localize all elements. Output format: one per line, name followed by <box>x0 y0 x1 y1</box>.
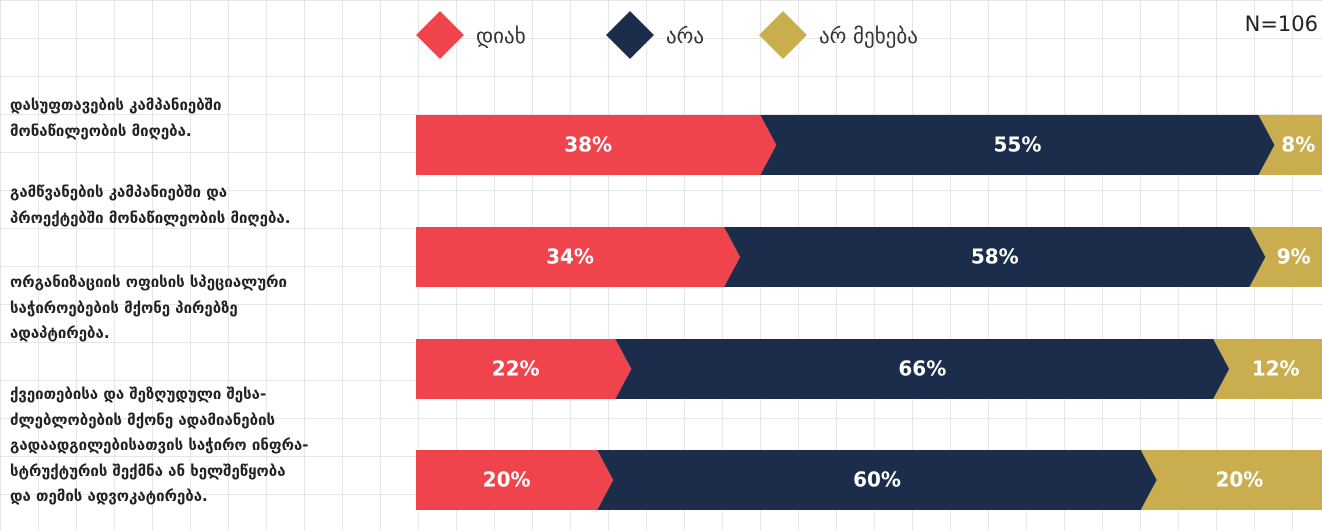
data-label: 55% <box>993 133 1041 157</box>
data-label: 66% <box>898 357 946 381</box>
bar-segment <box>597 450 1157 510</box>
bar-segment <box>724 227 1266 287</box>
bar-segment <box>760 115 1275 175</box>
category-label: ქვეითებისა და შეზღუდული შესა- ძლებლობები… <box>10 385 309 505</box>
bar-segment <box>416 227 741 287</box>
data-label: 8% <box>1281 133 1315 157</box>
bar-segment <box>1213 339 1322 399</box>
category-label: დასუფთავების კამპანიებში მონაწილეობის მი… <box>10 96 222 140</box>
legend-swatch <box>606 11 654 59</box>
bar-segment <box>1258 115 1322 175</box>
data-label: 34% <box>546 245 594 269</box>
bar-segment <box>1140 450 1322 510</box>
data-label: 20% <box>1215 468 1263 492</box>
legend-swatch <box>759 11 807 59</box>
category-label: გამწვანების კამპანიებში და პროექტებში მო… <box>10 183 291 227</box>
bar-segment <box>1249 227 1322 287</box>
data-label: 20% <box>483 468 531 492</box>
bar-segment <box>416 115 777 175</box>
data-label: 9% <box>1277 245 1311 269</box>
legend-label: დიახ <box>476 24 526 48</box>
legend-label: არ მეხება <box>819 24 918 48</box>
data-label: 12% <box>1252 357 1300 381</box>
bar-segment <box>416 450 614 510</box>
data-label: 60% <box>853 468 901 492</box>
legend-label: არა <box>666 24 704 48</box>
data-label: 38% <box>564 133 612 157</box>
bar-segment <box>615 339 1230 399</box>
legend-swatch <box>416 11 464 59</box>
data-label: 58% <box>971 245 1019 269</box>
data-label: 22% <box>492 357 540 381</box>
n-note: N=106 <box>1244 12 1318 36</box>
bar-segment <box>416 339 632 399</box>
category-label: ორგანიზაციის ოფისის სპეციალური საჭიროებე… <box>10 273 287 342</box>
